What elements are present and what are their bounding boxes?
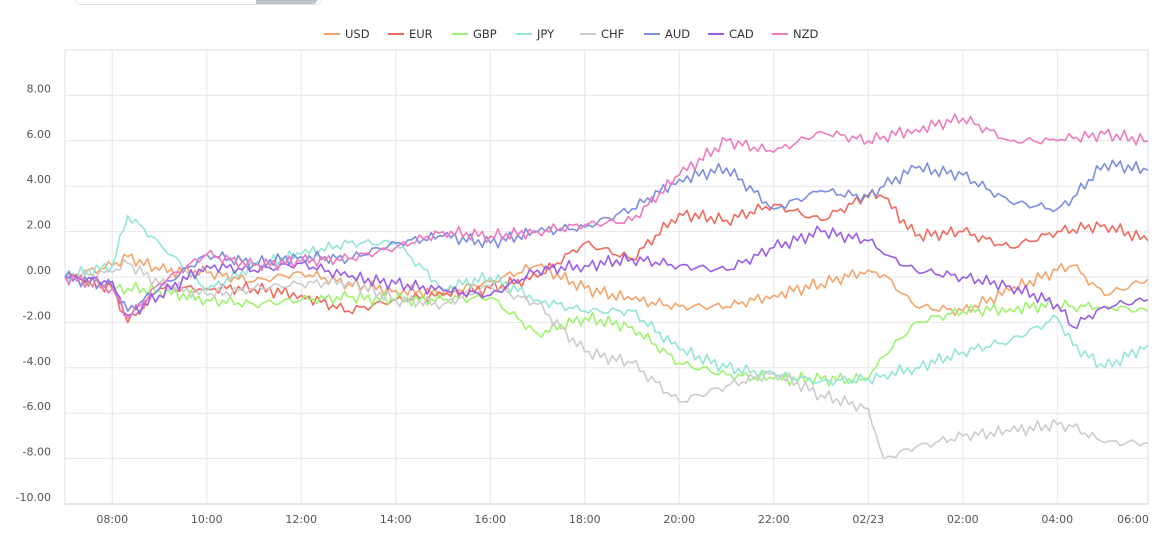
legend-label: NZD	[793, 27, 818, 41]
y-axis: 8.00 6.00 4.00 2.00 0.00 -2.00 -4.00 -6.00 -8.00…	[16, 82, 51, 504]
x-tick-label: 22:00	[758, 513, 790, 526]
x-tick-label: 10:00	[191, 513, 223, 526]
legend-label: JPY	[536, 27, 555, 41]
legend-label: GBP	[473, 27, 497, 41]
y-tick-label: 0.00	[27, 264, 52, 277]
series-lines	[64, 113, 1149, 460]
grid	[64, 49, 1149, 505]
x-tick-label: 20:00	[663, 513, 695, 526]
y-tick-label: -6.00	[23, 400, 51, 413]
legend-label: CAD	[729, 27, 754, 41]
y-tick-label: -4.00	[23, 355, 51, 368]
y-tick-label: 4.00	[27, 173, 52, 186]
legend-item-usd[interactable]: USD	[324, 27, 370, 41]
x-tick-label: 02/23	[852, 513, 884, 526]
x-tick-label: 04:00	[1041, 513, 1073, 526]
legend-label: AUD	[665, 27, 690, 41]
x-tick-label: 06:00	[1117, 513, 1149, 526]
series-line-eur	[64, 189, 1149, 324]
x-tick-label: 12:00	[285, 513, 317, 526]
legend-item-gbp[interactable]: GBP	[452, 27, 497, 41]
legend: USD EUR GBP JPY CHF AUD CAD NZD	[324, 27, 818, 41]
series-line-usd	[64, 253, 1149, 317]
series-line-jpy	[64, 214, 1149, 386]
x-tick-label: 16:00	[474, 513, 506, 526]
y-tick-label: -2.00	[23, 309, 51, 322]
x-tick-label: 14:00	[380, 513, 412, 526]
legend-item-aud[interactable]: AUD	[644, 27, 690, 41]
range-selector-thumb[interactable]	[256, 0, 318, 4]
legend-label: CHF	[601, 27, 624, 41]
y-tick-label: 2.00	[27, 219, 52, 232]
y-tick-label: -8.00	[23, 446, 51, 459]
legend-item-chf[interactable]: CHF	[580, 27, 624, 41]
y-tick-label: 6.00	[27, 128, 52, 141]
legend-item-eur[interactable]: EUR	[388, 27, 433, 41]
series-line-aud	[64, 159, 1149, 312]
x-tick-label: 18:00	[569, 513, 601, 526]
series-line-nzd	[64, 113, 1149, 319]
legend-item-nzd[interactable]: NZD	[772, 27, 818, 41]
legend-label: EUR	[409, 27, 433, 41]
series-line-gbp	[64, 276, 1149, 387]
y-tick-label: -10.00	[16, 491, 51, 504]
x-tick-label: 08:00	[96, 513, 128, 526]
y-tick-label: 8.00	[27, 82, 52, 95]
legend-label: USD	[345, 27, 370, 41]
series-line-chf	[64, 258, 1149, 460]
x-axis: 08:00 10:00 12:00 14:00 16:00 18:00 20:00 22:00…	[96, 513, 1148, 526]
legend-item-jpy[interactable]: JPY	[516, 27, 555, 41]
x-tick-label: 02:00	[947, 513, 979, 526]
legend-item-cad[interactable]: CAD	[708, 27, 754, 41]
